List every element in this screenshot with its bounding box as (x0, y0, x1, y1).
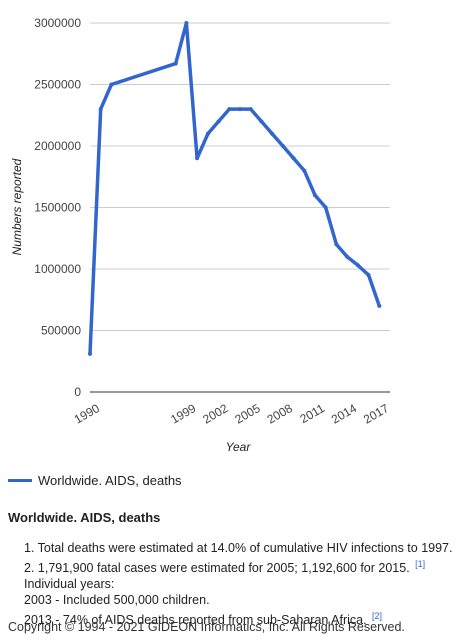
note-2-text: 2. 1,791,900 fatal cases were estimated … (24, 561, 410, 576)
data-point[interactable] (302, 168, 307, 173)
x-tick-labels: 1990 1999 2002 2005 2008 2011 2014 2017 (72, 401, 392, 427)
note-2: 2. 1,791,900 fatal cases were estimated … (24, 556, 453, 576)
y-tick-label: 2500000 (34, 78, 81, 92)
section-title: Worldwide. AIDS, deaths (8, 510, 161, 525)
x-tick-label: 2017 (361, 401, 391, 427)
reference-link-2[interactable]: [2] (372, 611, 383, 622)
y-tick-labels: 0 500000 1000000 1500000 2000000 2500000 30000… (34, 16, 81, 399)
data-point[interactable] (205, 131, 210, 136)
data-point[interactable] (88, 351, 92, 356)
data-point[interactable] (173, 61, 178, 66)
data-point[interactable] (259, 119, 264, 124)
note-5-text: 2013 - 74% of AIDS deaths reported from … (24, 613, 367, 628)
y-tick-label: 3000000 (34, 16, 81, 30)
data-point[interactable] (270, 131, 275, 136)
data-point[interactable] (345, 254, 350, 259)
y-tick-label: 500000 (41, 324, 81, 338)
y-tick-label: 2000000 (34, 139, 81, 153)
data-point[interactable] (184, 21, 189, 25)
legend-label: Worldwide. AIDS, deaths (38, 473, 182, 488)
note-4: 2003 - Included 500,000 children. (24, 592, 453, 608)
data-point[interactable] (227, 107, 232, 112)
note-1-text: 1. Total deaths were estimated at 14.0% … (24, 541, 453, 555)
grid-lines (90, 22, 390, 393)
data-point[interactable] (98, 107, 103, 112)
data-point[interactable] (313, 193, 317, 198)
data-point[interactable] (280, 144, 285, 148)
y-tick-label: 1500000 (34, 201, 81, 215)
data-point[interactable] (323, 205, 328, 210)
x-tick-label: 2011 (298, 401, 328, 426)
series-group (88, 21, 382, 356)
data-point[interactable] (216, 119, 221, 124)
x-tick-label: 2002 (200, 401, 230, 427)
y-axis-title: Numbers reported (10, 158, 24, 255)
data-point[interactable] (291, 156, 296, 161)
data-point[interactable] (377, 303, 382, 308)
y-tick-label: 0 (74, 385, 81, 399)
data-point[interactable] (366, 273, 371, 278)
copyright-text: Copyright © 1994 - 2021 GIDEON Informati… (8, 620, 405, 634)
data-point[interactable] (334, 242, 339, 247)
x-tick-label: 1999 (168, 401, 198, 427)
line-chart: 0 500000 1000000 1500000 2000000 2500000 30000… (10, 16, 392, 454)
series-line-aids-deaths[interactable] (88, 21, 381, 354)
data-point[interactable] (238, 107, 242, 112)
footnotes: 1. Total deaths were estimated at 14.0% … (24, 540, 453, 628)
note-5: 2013 - 74% of AIDS deaths reported from … (24, 608, 453, 628)
x-tick-label: 2005 (232, 401, 262, 427)
reference-link-1[interactable]: [1] (415, 559, 426, 569)
note-4-text: 2003 - Included 500,000 children. (24, 593, 210, 608)
y-tick-label: 1000000 (34, 262, 81, 276)
x-axis-title: Year (226, 440, 252, 454)
data-point[interactable] (109, 82, 114, 87)
data-point[interactable] (248, 107, 253, 112)
legend-swatch (8, 479, 32, 482)
x-tick-label: 2014 (329, 401, 359, 427)
data-point[interactable] (355, 263, 360, 268)
note-1: 1. Total deaths were estimated at 14.0% … (24, 540, 453, 556)
x-tick-label: 2008 (265, 401, 295, 427)
chart-legend[interactable]: Worldwide. AIDS, deaths (8, 473, 182, 488)
data-point[interactable] (195, 156, 200, 161)
note-3: Individual years: (24, 576, 453, 592)
x-tick-label: 1990 (72, 401, 102, 427)
note-3-text: Individual years: (24, 577, 115, 592)
